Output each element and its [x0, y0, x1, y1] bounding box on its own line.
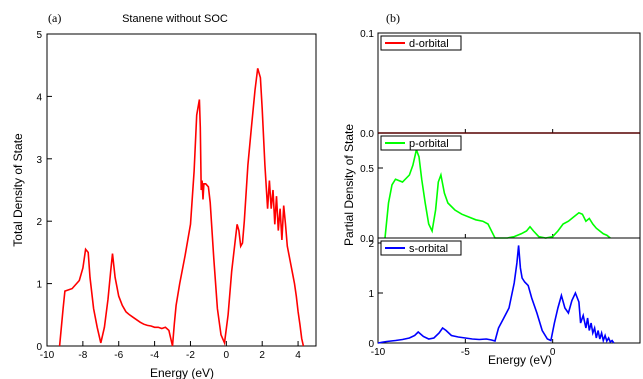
panel-b-label: (b) [386, 11, 400, 25]
a-x-tick-label: -2 [186, 350, 195, 361]
a-x-tick-label: -8 [78, 350, 87, 361]
a-y-tick-label: 3 [36, 155, 42, 166]
subplot-d-orbital: 0.0 0.1 d-orbital [360, 29, 641, 140]
subplot-frame [377, 237, 641, 344]
a-y-tick-label: 2 [36, 217, 42, 228]
b-x-axis-title: Energy (eV) [488, 353, 552, 367]
b-x-tick-label: -10 [371, 347, 386, 358]
a-x-axis-title: Energy (eV) [150, 366, 214, 379]
b-x-tick-label: -5 [461, 347, 470, 358]
panel-b-partial-dos: (b) 0.0 0.1 d-orbital 0.0 0.5 p-orbital 0 1 2 s… [342, 11, 641, 367]
total-dos-line [58, 68, 305, 347]
a-y-tick-label: 1 [36, 280, 42, 291]
a-y-tick-label: 5 [36, 30, 42, 41]
a-x-tick-label: -6 [114, 350, 123, 361]
a-x-tick-label: -4 [150, 350, 159, 361]
subplot-p-orbital: 0.0 0.5 p-orbital [360, 132, 641, 245]
a-x-tick-label: -10 [40, 350, 55, 361]
b-y-axis-title: Partial Density of State [342, 124, 356, 246]
series-line-s-orbital [377, 245, 615, 344]
b-x-axis: -10 -5 0 [371, 347, 556, 358]
a-y-axis-title: Total Density of State [11, 133, 25, 247]
plot-area-a [46, 33, 317, 347]
b-y-tick-label: 0.1 [360, 29, 374, 40]
legend-label: d-orbital [409, 38, 449, 50]
a-y-tick-label: 4 [36, 92, 42, 103]
legend-box [380, 135, 462, 151]
panel-a-total-dos: (a) Stanene without SOC -10 -8 -6 -4 -2 0 2 4 0… [11, 11, 317, 379]
b-y-tick-label: 0.5 [360, 164, 374, 175]
a-y-axis: 0 1 2 3 4 5 [36, 30, 52, 353]
b-y-tick-label: 0 [368, 339, 374, 350]
a-x-tick-label: 0 [224, 350, 230, 361]
b-y-tick-label: 0.0 [360, 129, 374, 140]
panel-a-label: (a) [48, 11, 61, 25]
b-x-tick-label: 0 [550, 347, 556, 358]
b-y-tick-label: 1 [368, 289, 374, 300]
legend-box [380, 240, 462, 256]
b-y-tick-label: 2 [368, 239, 374, 250]
legend-box [380, 35, 462, 51]
series-line-p-orbital [384, 147, 611, 239]
legend-label: p-orbital [409, 138, 449, 150]
a-y-tick-label: 0 [36, 342, 42, 353]
a-x-tick-label: 4 [295, 350, 301, 361]
a-x-axis: -10 -8 -6 -4 -2 0 2 4 [40, 341, 301, 361]
b-y-tick-label: 0.0 [360, 234, 374, 245]
legend-label: s-orbital [409, 243, 448, 255]
chart-title: Stanene without SOC [122, 13, 228, 25]
subplot-s-orbital: 0 1 2 s-orbital [368, 237, 641, 350]
a-x-tick-label: 2 [259, 350, 265, 361]
